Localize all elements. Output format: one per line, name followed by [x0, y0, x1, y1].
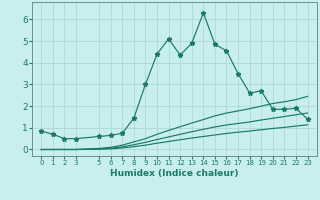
X-axis label: Humidex (Indice chaleur): Humidex (Indice chaleur) — [110, 169, 239, 178]
